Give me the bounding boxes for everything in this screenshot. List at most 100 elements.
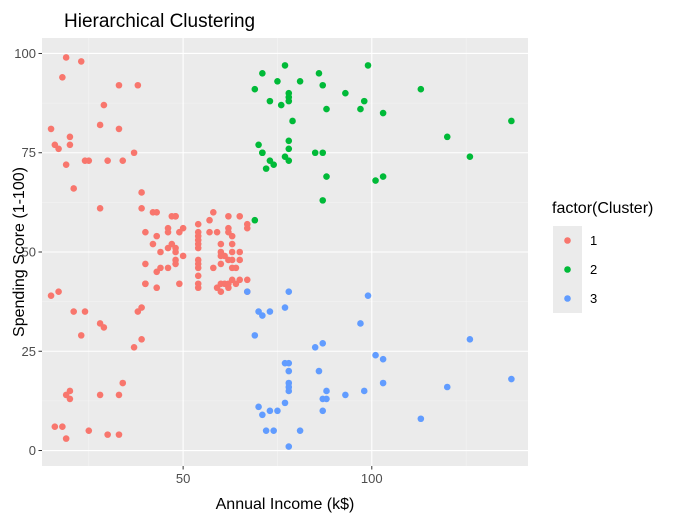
- data-point: [364, 292, 372, 299]
- data-point: [236, 212, 244, 220]
- data-point: [285, 367, 293, 375]
- data-point: [138, 336, 145, 343]
- data-point: [130, 149, 138, 157]
- data-point: [296, 427, 304, 434]
- data-point: [172, 248, 179, 256]
- data-point: [96, 121, 104, 129]
- data-point: [62, 161, 70, 168]
- legend-key-marker: [564, 237, 571, 244]
- data-point: [236, 276, 244, 284]
- data-point: [315, 70, 323, 77]
- data-point: [70, 308, 77, 315]
- data-point: [210, 208, 217, 216]
- data-point: [59, 423, 66, 430]
- data-point: [443, 383, 451, 391]
- legend-entries: 1 2 3: [553, 226, 597, 313]
- data-point: [172, 260, 179, 268]
- data-point: [142, 228, 149, 236]
- data-point: [142, 280, 149, 288]
- y-tick-label: 25: [22, 344, 36, 359]
- data-point: [259, 411, 266, 419]
- data-point: [508, 375, 515, 383]
- data-point: [372, 351, 379, 359]
- data-point: [55, 288, 62, 296]
- data-point: [285, 387, 293, 395]
- data-point: [115, 431, 123, 438]
- data-point: [360, 97, 368, 105]
- data-point: [134, 81, 142, 89]
- data-point: [262, 165, 270, 172]
- data-point: [100, 324, 108, 331]
- data-point: [194, 272, 202, 280]
- legend-label: 3: [590, 291, 597, 306]
- data-point: [285, 145, 293, 153]
- data-point: [274, 77, 281, 85]
- data-point: [228, 256, 236, 264]
- data-point: [259, 312, 266, 319]
- data-points: [47, 54, 515, 450]
- data-point: [466, 153, 474, 161]
- x-axis-title: Annual Income (k$): [216, 496, 355, 513]
- data-point: [194, 284, 202, 292]
- data-point: [259, 149, 266, 157]
- data-point: [372, 177, 379, 184]
- major-gridlines: [42, 38, 528, 466]
- data-point: [153, 284, 161, 292]
- x-tick-label: 50: [176, 471, 190, 486]
- data-point: [236, 248, 244, 256]
- data-point: [262, 427, 270, 434]
- data-point: [217, 288, 225, 296]
- series-cluster-1: [47, 54, 251, 442]
- data-point: [70, 185, 77, 192]
- data-point: [66, 141, 74, 149]
- data-point: [360, 387, 368, 395]
- data-point: [66, 387, 74, 395]
- data-point: [62, 54, 70, 61]
- data-point: [323, 105, 330, 113]
- data-point: [225, 224, 232, 232]
- data-point: [266, 407, 274, 415]
- data-point: [232, 264, 240, 272]
- data-point: [281, 62, 289, 69]
- data-point: [210, 264, 217, 272]
- data-point: [59, 74, 66, 81]
- data-point: [47, 125, 55, 133]
- data-point: [104, 431, 111, 438]
- data-point: [164, 228, 172, 236]
- data-point: [259, 70, 266, 77]
- data-point: [194, 244, 202, 252]
- data-point: [138, 205, 145, 212]
- data-point: [270, 427, 277, 434]
- legend-key-marker: [564, 266, 571, 273]
- axis-ticks: 50 100 0 25 50 75 100: [14, 46, 382, 486]
- data-point: [206, 228, 213, 236]
- data-point: [179, 224, 187, 232]
- data-point: [47, 292, 55, 299]
- data-point: [81, 308, 89, 315]
- legend-label: 1: [590, 233, 597, 248]
- data-point: [66, 133, 74, 141]
- data-point: [323, 387, 330, 395]
- y-axis-title: Spending Score (1-100): [11, 167, 28, 337]
- data-point: [149, 240, 157, 248]
- data-point: [342, 391, 349, 399]
- data-point: [217, 260, 225, 268]
- data-point: [194, 264, 202, 272]
- data-point: [379, 173, 387, 180]
- data-point: [266, 308, 274, 315]
- data-point: [243, 288, 251, 296]
- legend-key-marker: [564, 295, 571, 302]
- data-point: [115, 125, 123, 133]
- y-tick-label: 100: [14, 46, 36, 61]
- data-point: [285, 157, 293, 164]
- data-point: [281, 304, 289, 311]
- data-point: [357, 320, 364, 327]
- data-point: [236, 256, 244, 264]
- data-point: [311, 343, 319, 351]
- data-point: [172, 212, 179, 220]
- data-point: [179, 252, 187, 260]
- data-point: [255, 403, 262, 411]
- data-point: [285, 288, 293, 296]
- legend-title: factor(Cluster): [552, 200, 653, 217]
- data-point: [417, 85, 425, 93]
